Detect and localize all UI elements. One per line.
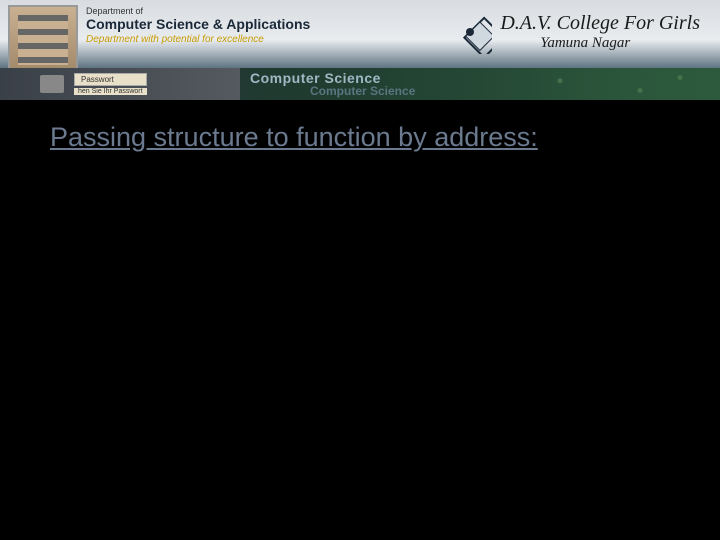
passwort-hint: hen Sie Ihr Passwort bbox=[74, 88, 147, 95]
college-name: D.A.V. College For Girls bbox=[500, 12, 700, 35]
passwort-label: Passwort bbox=[74, 73, 147, 86]
passwort-group: Passwort hen Sie Ihr Passwort bbox=[74, 73, 147, 95]
banner-strip: Passwort hen Sie Ihr Passwort Computer S… bbox=[0, 68, 720, 100]
building-icon bbox=[8, 5, 78, 75]
dept-label: Department of bbox=[86, 6, 448, 16]
slide-title: Passing structure to function by address… bbox=[0, 100, 720, 153]
dept-name: Computer Science & Applications bbox=[86, 16, 448, 32]
college-logo-icon bbox=[448, 10, 492, 54]
card-icon bbox=[40, 75, 64, 93]
college-text: D.A.V. College For Girls Yamuna Nagar bbox=[500, 12, 700, 52]
dept-tagline: Department with potential for excellence bbox=[86, 34, 448, 45]
strip-left: Passwort hen Sie Ihr Passwort bbox=[0, 68, 240, 100]
college-city: Yamuna Nagar bbox=[540, 35, 700, 52]
header-banner: Department of Computer Science & Applica… bbox=[0, 0, 720, 100]
slide-content bbox=[0, 153, 720, 533]
circuit-bg-icon bbox=[520, 68, 720, 100]
college-block: D.A.V. College For Girls Yamuna Nagar bbox=[448, 0, 720, 54]
department-block: Department of Computer Science & Applica… bbox=[86, 0, 448, 45]
